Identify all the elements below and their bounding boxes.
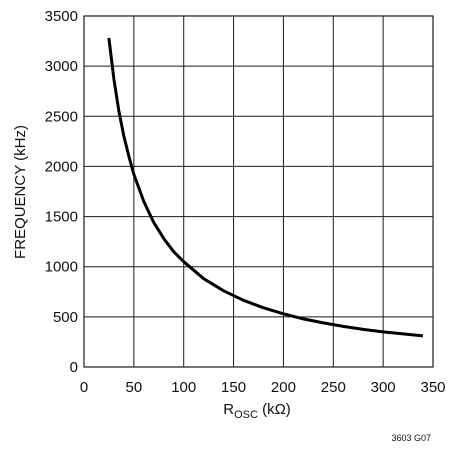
y-tick-label: 2000 xyxy=(45,158,78,175)
x-axis-label-main: R xyxy=(223,401,234,418)
x-tick-label: 300 xyxy=(371,379,396,396)
y-tick-label: 500 xyxy=(53,309,78,326)
x-tick-label: 200 xyxy=(271,379,296,396)
x-tick-label: 350 xyxy=(420,379,445,396)
x-tick-labels: 0 50 100 150 200 250 300 350 xyxy=(80,379,446,396)
plot-frame xyxy=(83,15,434,368)
x-tick-label: 100 xyxy=(171,379,196,396)
y-tick-label: 2500 xyxy=(45,108,78,125)
x-tick-label: 0 xyxy=(80,379,88,396)
y-tick-label: 1000 xyxy=(45,259,78,276)
x-tick-label: 250 xyxy=(321,379,346,396)
x-tick-label: 50 xyxy=(126,379,143,396)
y-tick-label: 3500 xyxy=(45,8,78,25)
y-tick-labels: 0 500 1000 1500 2000 2500 3000 3500 xyxy=(45,8,78,376)
x-tick-label: 150 xyxy=(221,379,246,396)
y-tick-label: 1500 xyxy=(45,209,78,226)
x-axis-label: ROSC (kΩ) xyxy=(223,401,291,421)
series-line xyxy=(107,37,424,338)
y-tick-label: 0 xyxy=(70,359,78,376)
x-axis-label-subscript: OSC xyxy=(234,409,258,421)
grid xyxy=(83,15,434,368)
y-axis-label: FREQUENCY (kHz) xyxy=(12,125,29,259)
x-axis-label-unit: (kΩ) xyxy=(258,401,291,418)
y-tick-label: 3000 xyxy=(45,58,78,75)
figure-code: 3603 G07 xyxy=(391,433,431,443)
